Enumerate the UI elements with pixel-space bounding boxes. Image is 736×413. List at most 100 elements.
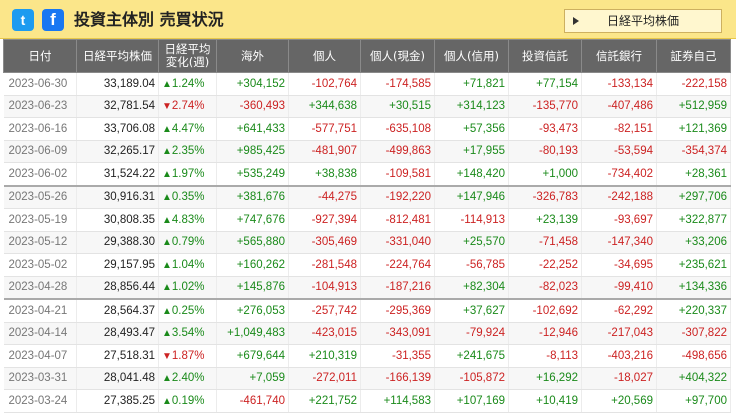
cell-individual-cash: -192,220: [360, 184, 435, 209]
cell-trust-bank: -147,340: [581, 231, 657, 254]
cell-weekly-change: ▲2.40%: [158, 367, 217, 390]
cell-investment-trust: -80,193: [508, 140, 582, 163]
cell-date: 2023-04-21: [3, 298, 77, 323]
cell-date: 2023-04-14: [3, 322, 77, 345]
cell-date: 2023-04-28: [3, 276, 77, 300]
cell-nikkei-index: 30,808.35: [76, 208, 159, 232]
cell-individual-margin: +37,627: [434, 298, 509, 323]
cell-weekly-change: ▼2.74%: [158, 95, 217, 118]
cell-individual-margin: -114,913: [434, 208, 509, 232]
table-row: 2023-05-02 29,157.95 ▲1.04% +160,262 -281,54…: [3, 253, 731, 277]
cell-nikkei-index: 32,265.17: [76, 140, 159, 163]
cell-trust-bank: -403,216: [581, 344, 657, 368]
change-percent: 1.24%: [171, 77, 205, 90]
cell-nikkei-index: 28,856.44: [76, 276, 159, 300]
cell-trust-bank: -18,027: [581, 367, 657, 390]
cell-securities-proprietary: +33,206: [656, 231, 731, 254]
up-triangle-icon: ▲: [162, 192, 172, 204]
cell-nikkei-index: 27,518.31: [76, 344, 159, 368]
table-row: 2023-05-19 30,808.35 ▲4.83% +747,676 -927,39…: [3, 208, 731, 232]
up-triangle-icon: ▲: [162, 259, 172, 271]
up-triangle-icon: ▲: [162, 168, 172, 180]
up-triangle-icon: ▲: [162, 123, 172, 135]
column-header-weekly-change: 日経平均 変化(週): [158, 39, 217, 73]
change-percent: 0.79%: [171, 236, 205, 249]
cell-date: 2023-05-02: [3, 253, 77, 277]
cell-weekly-change: ▲1.04%: [158, 253, 217, 277]
cell-individual-margin: +25,570: [434, 231, 509, 254]
cell-securities-proprietary: -498,656: [656, 344, 731, 368]
cell-nikkei-index: 32,781.54: [76, 95, 159, 118]
facebook-icon[interactable]: f: [42, 9, 64, 31]
cell-foreign: +679,644: [216, 344, 289, 368]
column-header-securities-proprietary: 証券自己: [656, 39, 731, 73]
cell-nikkei-index: 28,041.48: [76, 367, 159, 390]
cell-individual-margin: -56,785: [434, 253, 509, 277]
table-row: 2023-04-28 28,856.44 ▲1.02% +145,876 -104,91…: [3, 276, 731, 300]
cell-investment-trust: -326,783: [508, 184, 582, 209]
cell-date: 2023-04-07: [3, 344, 77, 368]
cell-individual-margin: +17,955: [434, 140, 509, 163]
cell-investment-trust: -102,692: [508, 298, 582, 323]
cell-investment-trust: -135,770: [508, 95, 582, 118]
cell-trust-bank: -53,594: [581, 140, 657, 163]
cell-weekly-change: ▲2.35%: [158, 140, 217, 163]
column-header-individual-cash: 個人(現金): [360, 39, 435, 73]
cell-investment-trust: +23,139: [508, 208, 582, 232]
table-row: 2023-04-14 28,493.47 ▲3.54% +1,049,483 -423,…: [3, 322, 731, 345]
up-triangle-icon: ▲: [162, 373, 172, 385]
change-percent: 1.87%: [171, 349, 205, 362]
investor-trading-table: 日付 日経平均株価 日経平均 変化(週) 海外 個人 個人(現金) 個人(信用) 投資信託 信託銀…: [3, 39, 731, 413]
nikkei-average-button[interactable]: 日経平均株価: [564, 9, 722, 33]
cell-securities-proprietary: +97,700: [656, 389, 731, 413]
cell-individual-cash: -812,481: [360, 208, 435, 232]
cell-foreign: +276,053: [216, 298, 289, 323]
cell-securities-proprietary: -222,158: [656, 72, 731, 96]
cell-date: 2023-06-16: [3, 117, 77, 141]
column-header-investment-trust: 投資信託: [508, 39, 582, 73]
cell-individual-margin: +241,675: [434, 344, 509, 368]
cell-date: 2023-06-02: [3, 162, 77, 186]
cell-individual-cash: -166,139: [360, 367, 435, 390]
twitter-icon[interactable]: t: [12, 9, 34, 31]
cell-nikkei-index: 33,706.08: [76, 117, 159, 141]
table-header-row: 日付 日経平均株価 日経平均 変化(週) 海外 個人 個人(現金) 個人(信用) 投資信託 信託銀…: [3, 39, 731, 73]
cell-individual-cash: -109,581: [360, 162, 435, 186]
cell-individual-cash: -331,040: [360, 231, 435, 254]
cell-individual-cash: +30,515: [360, 95, 435, 118]
cell-weekly-change: ▲4.83%: [158, 208, 217, 232]
cell-foreign: +7,059: [216, 367, 289, 390]
column-header-trust-bank: 信託銀行: [581, 39, 657, 73]
change-percent: 3.54%: [171, 327, 205, 340]
cell-weekly-change: ▲4.47%: [158, 117, 217, 141]
cell-date: 2023-05-19: [3, 208, 77, 232]
table-row: 2023-03-24 27,385.25 ▲0.19% -461,740 +221,75…: [3, 389, 731, 413]
cell-individual-cash: -187,216: [360, 276, 435, 300]
cell-individual-cash: -174,585: [360, 72, 435, 96]
cell-securities-proprietary: +512,959: [656, 95, 731, 118]
cell-nikkei-index: 29,157.95: [76, 253, 159, 277]
cell-trust-bank: -62,292: [581, 298, 657, 323]
up-triangle-icon: ▲: [162, 214, 172, 226]
cell-individual-cash: -295,369: [360, 298, 435, 323]
cell-investment-trust: +16,292: [508, 367, 582, 390]
cell-trust-bank: -242,188: [581, 184, 657, 209]
cell-date: 2023-06-23: [3, 95, 77, 118]
cell-trust-bank: -133,134: [581, 72, 657, 96]
change-percent: 1.02%: [171, 281, 205, 294]
cell-date: 2023-06-09: [3, 140, 77, 163]
cell-individual: -272,011: [288, 367, 361, 390]
table-row: 2023-06-16 33,706.08 ▲4.47% +641,433 -577,75…: [3, 117, 731, 141]
table-row: 2023-06-09 32,265.17 ▲2.35% +985,425 -481,90…: [3, 140, 731, 163]
cell-weekly-change: ▲1.24%: [158, 72, 217, 96]
cell-individual-margin: +148,420: [434, 162, 509, 186]
change-percent: 1.04%: [171, 258, 205, 271]
cell-date: 2023-03-31: [3, 367, 77, 390]
cell-foreign: -360,493: [216, 95, 289, 118]
cell-foreign: +985,425: [216, 140, 289, 163]
cell-securities-proprietary: +297,706: [656, 184, 731, 209]
change-percent: 0.35%: [171, 191, 205, 204]
cell-securities-proprietary: +322,877: [656, 208, 731, 232]
cell-weekly-change: ▲1.97%: [158, 162, 217, 186]
cell-investment-trust: -82,023: [508, 276, 582, 300]
